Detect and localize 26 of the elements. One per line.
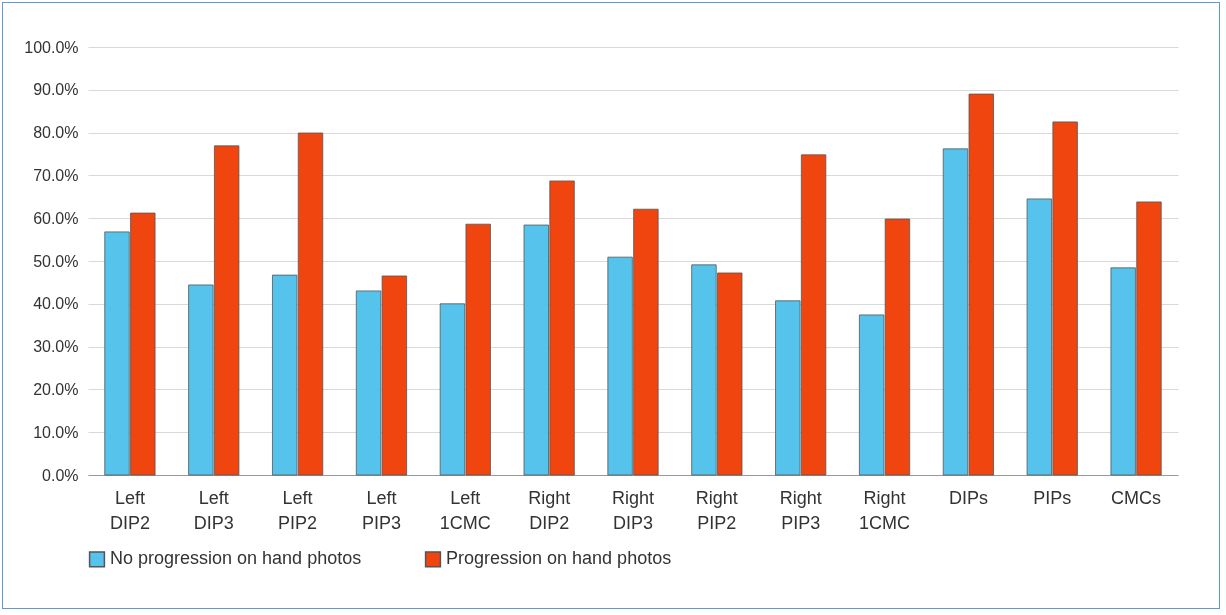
x-tick-label: PIPs xyxy=(1033,487,1072,508)
x-tick-label: Right PIP2 xyxy=(695,487,738,533)
y-tick-label: 100.0% xyxy=(24,38,79,56)
y-tick-label: 0.0% xyxy=(42,466,79,484)
y-tick-label: 70.0% xyxy=(33,166,79,184)
y-tick-label: 30.0% xyxy=(33,338,79,356)
x-tick-label: Left PIP3 xyxy=(361,487,401,533)
x-tick-label: Right 1CMC xyxy=(859,487,911,533)
legend-label: Progression on hand photos xyxy=(446,548,672,569)
y-tick-label: 90.0% xyxy=(33,81,79,99)
x-tick-label: Left DIP2 xyxy=(109,487,150,533)
y-tick-label: 40.0% xyxy=(33,295,79,313)
y-tick-label: 80.0% xyxy=(33,124,79,142)
y-tick-label: 20.0% xyxy=(33,380,79,398)
x-tick-label: CMCs xyxy=(1111,487,1162,508)
x-tick-label: Left PIP2 xyxy=(278,487,318,533)
x-tick-label: Left 1CMC xyxy=(439,487,491,533)
x-tick-label: Right DIP2 xyxy=(528,487,571,533)
legend-label: No progression on hand photos xyxy=(110,548,362,569)
y-tick-label: 50.0% xyxy=(33,252,79,270)
x-tick-label: Left DIP3 xyxy=(193,487,234,533)
y-tick-label: 10.0% xyxy=(33,423,79,441)
x-tick-label: Right DIP3 xyxy=(611,487,655,533)
y-tick-label: 60.0% xyxy=(33,209,79,227)
x-tick-label: Right PIP3 xyxy=(779,487,822,533)
x-tick-label: DIPs xyxy=(948,487,988,508)
